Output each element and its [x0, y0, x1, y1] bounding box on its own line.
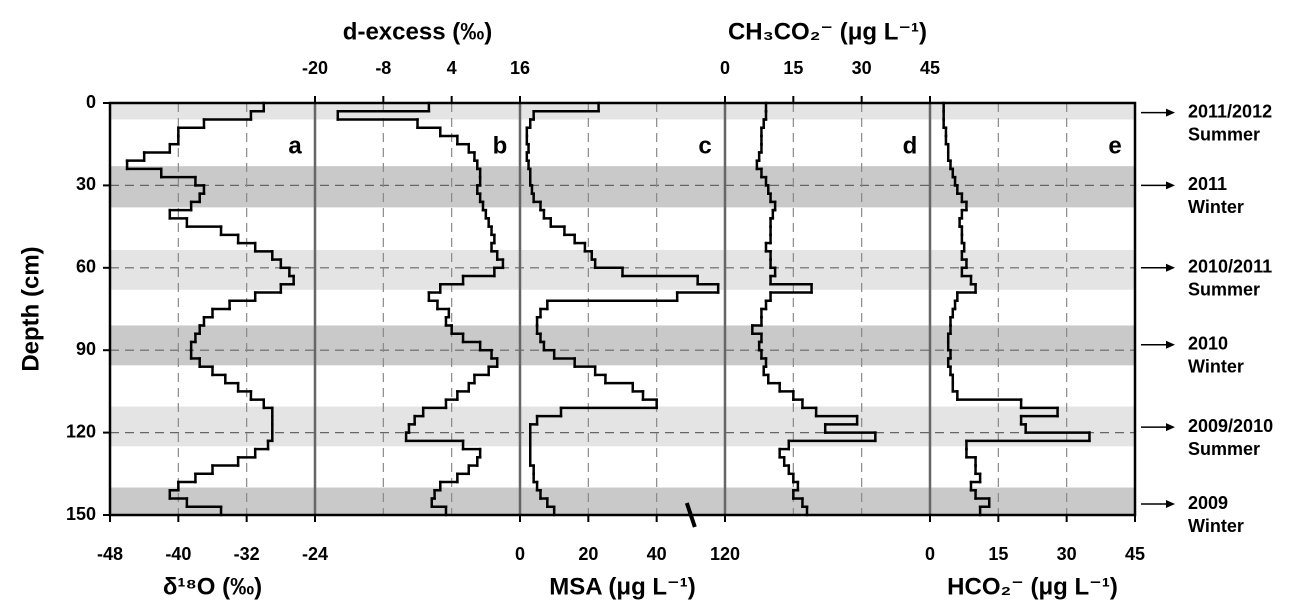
season-label: Winter — [1188, 356, 1244, 376]
arrow-head — [1166, 108, 1175, 117]
x-tick-label: 0 — [720, 58, 730, 78]
season-label: Winter — [1188, 516, 1244, 536]
x-tick-label: 30 — [1057, 544, 1077, 564]
season-band — [110, 103, 1135, 120]
season-band — [110, 487, 1135, 515]
panel-letter: c — [698, 133, 711, 160]
y-tick-label: 120 — [66, 421, 96, 441]
y-tick-label: 0 — [86, 92, 96, 112]
season-label: 2011/2012 — [1188, 101, 1272, 121]
y-tick-label: 60 — [76, 257, 96, 277]
panel-letter: a — [288, 133, 302, 160]
season-band — [110, 166, 1135, 208]
y-tick-label: 30 — [76, 174, 96, 194]
season-label: 2009 — [1188, 493, 1228, 513]
x-tick-label: 30 — [852, 58, 872, 78]
x-tick-label: 15 — [988, 544, 1008, 564]
x-tick-label: 15 — [783, 58, 803, 78]
season-band — [110, 325, 1135, 366]
x-tick-label: -48 — [97, 544, 123, 564]
x-axis-title: δ¹⁸O (‰) — [163, 573, 262, 600]
x-tick-label: 0 — [925, 544, 935, 564]
arrow-head — [1166, 500, 1175, 509]
x-tick-label: 45 — [920, 58, 940, 78]
season-label: Summer — [1188, 439, 1260, 459]
arrow-head — [1166, 340, 1175, 349]
x-tick-label: -24 — [302, 544, 328, 564]
x-tick-label: -40 — [165, 544, 191, 564]
x-tick-label: 4 — [447, 58, 457, 78]
season-label: Summer — [1188, 280, 1260, 300]
y-tick-label: 150 — [66, 504, 96, 524]
season-label: 2010 — [1188, 333, 1228, 353]
x-axis-title: d-excess (‰) — [343, 18, 492, 45]
x-tick-label: -32 — [234, 544, 260, 564]
x-tick-label: -20 — [302, 58, 328, 78]
panel-letter: d — [903, 133, 918, 160]
x-axis-title: HCO₂⁻ (μg L⁻¹) — [947, 573, 1118, 600]
plot-frame — [108, 101, 1137, 517]
season-label: Winter — [1188, 197, 1244, 217]
arrow-head — [1166, 181, 1175, 190]
y-axis-title: Depth (cm) — [17, 246, 44, 371]
panel-letter: e — [1108, 133, 1121, 160]
x-tick-label: 40 — [647, 544, 667, 564]
x-axis-title: CH₃CO₂⁻ (μg L⁻¹) — [728, 18, 927, 45]
x-tick-label: 45 — [1125, 544, 1145, 564]
season-label: Summer — [1188, 124, 1260, 144]
x-tick-label: 16 — [510, 58, 530, 78]
arrow-head — [1166, 423, 1175, 432]
x-axis-title: MSA (μg L⁻¹) — [549, 573, 695, 600]
season-label: 2009/2010 — [1188, 416, 1273, 436]
x-tick-label: 0 — [515, 544, 525, 564]
season-label: 2010/2011 — [1188, 257, 1272, 277]
season-band — [110, 406, 1135, 447]
y-tick-label: 90 — [76, 339, 96, 359]
season-label: 2011 — [1188, 174, 1227, 194]
panel-letter: b — [493, 133, 508, 160]
x-tick-label: 20 — [578, 544, 598, 564]
arrow-head — [1166, 263, 1175, 272]
x-tick-label: 120 — [710, 544, 740, 564]
x-tick-label: -8 — [375, 58, 391, 78]
